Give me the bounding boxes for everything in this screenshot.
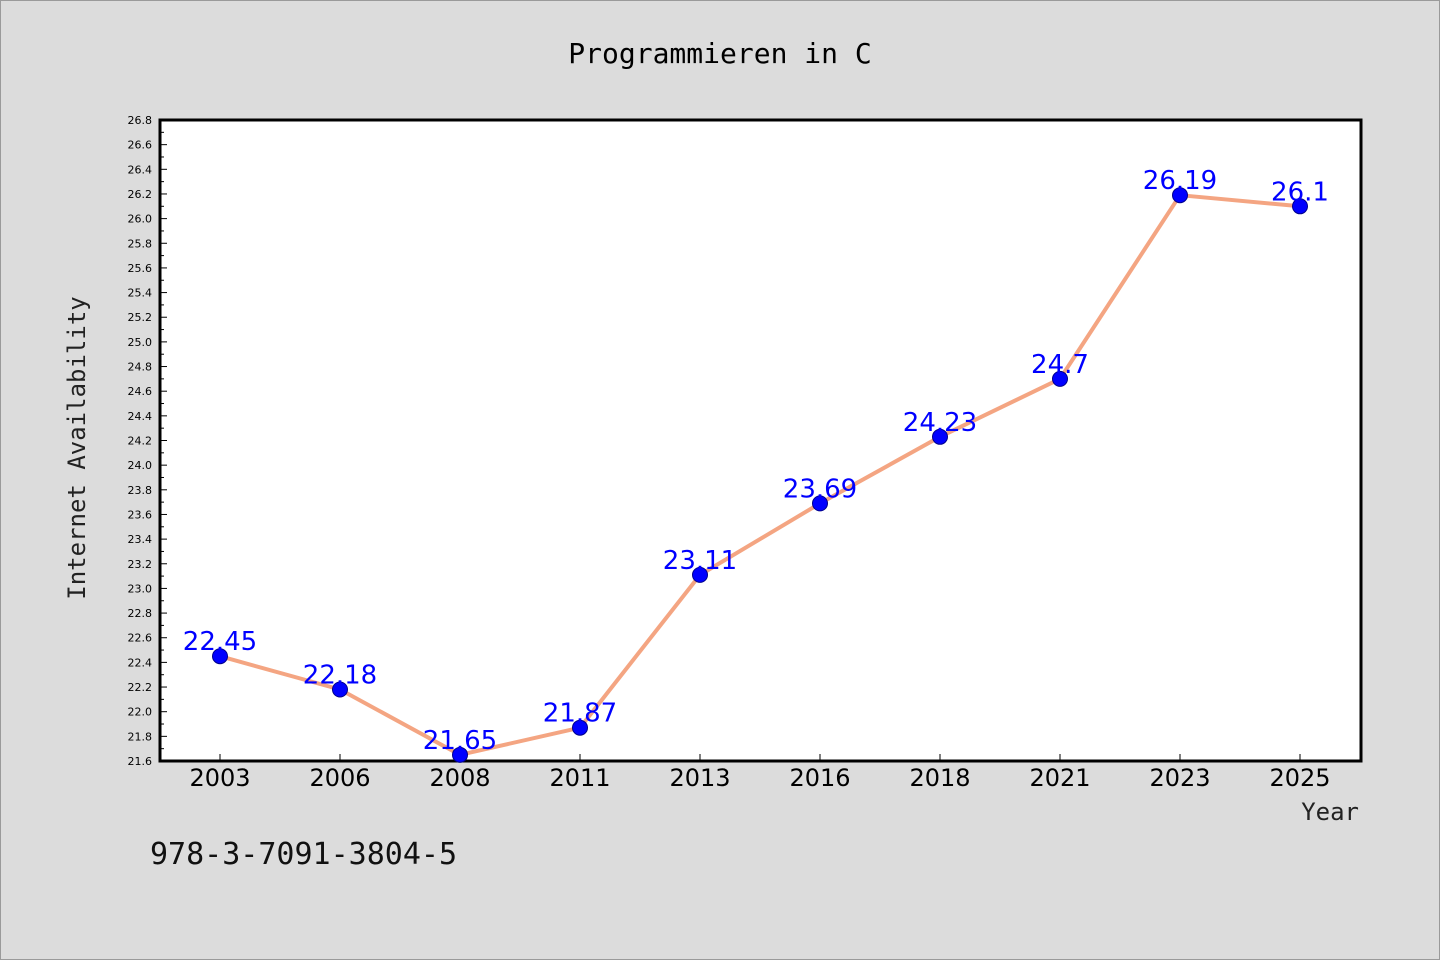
- y-tick-label: 24.8: [128, 361, 153, 374]
- data-label: 26.19: [1143, 166, 1217, 196]
- y-tick-label: 26.8: [128, 114, 153, 127]
- x-axis: 2003 2006 2008 2011 2013 2016 2018 2021 2023 2025: [189, 754, 1331, 792]
- chart-title: Programmieren in C: [568, 37, 871, 70]
- series-group: [212, 187, 1308, 763]
- data-point: [1172, 187, 1188, 204]
- y-tick-label: 23.4: [128, 533, 153, 546]
- y-tick-label: 25.4: [128, 287, 153, 300]
- y-tick-label: 21.8: [128, 730, 153, 743]
- y-tick-label: 25.0: [128, 336, 153, 349]
- y-tick-label: 21.6: [128, 755, 153, 768]
- y-tick-label: 23.2: [128, 558, 153, 571]
- y-tick-label: 23.0: [128, 582, 153, 595]
- y-tick-label: 26.2: [128, 188, 153, 201]
- y-tick-label: 22.8: [128, 607, 153, 620]
- isbn-annotation: 978-3-7091-3804-5: [150, 837, 457, 872]
- x-tick-label: 2006: [309, 764, 370, 792]
- data-point: [1052, 370, 1068, 387]
- x-tick-label: 2016: [789, 764, 850, 792]
- data-label: 24.23: [903, 408, 977, 438]
- x-tick-label: 2025: [1269, 764, 1330, 792]
- y-tick-label: 26.0: [128, 213, 153, 226]
- data-label: 23.11: [663, 546, 737, 576]
- data-point: [212, 648, 228, 665]
- y-tick-label: 22.4: [128, 656, 153, 669]
- x-axis-label: Year: [1301, 798, 1359, 826]
- x-tick-label: 2018: [909, 764, 970, 792]
- y-axis-label: Internet Availability: [63, 296, 91, 599]
- data-point: [332, 681, 348, 698]
- series-line: [218, 193, 1302, 757]
- data-label: 26.1: [1271, 177, 1329, 207]
- y-tick-label: 26.6: [128, 139, 153, 152]
- y-tick-label: 26.4: [128, 163, 153, 176]
- x-tick-label: 2021: [1029, 764, 1090, 792]
- y-tick-label: 25.8: [128, 237, 153, 250]
- data-labels: 22.45 22.18 21.65 21.87 23.11 23.69 24.23 24.7 2…: [183, 166, 1329, 756]
- y-tick-label: 24.6: [128, 385, 153, 398]
- data-point: [692, 566, 708, 583]
- x-tick-label: 2013: [669, 764, 730, 792]
- y-tick-label: 23.6: [128, 508, 153, 521]
- y-tick-label: 24.0: [128, 459, 153, 472]
- y-tick-label: 25.2: [128, 311, 153, 324]
- y-tick-label: 22.2: [128, 681, 153, 694]
- y-tick-label: 22.0: [128, 706, 153, 719]
- x-tick-label: 2011: [549, 764, 610, 792]
- y-tick-label: 24.2: [128, 435, 153, 448]
- data-label: 21.65: [423, 726, 497, 756]
- y-axis: 21.6 21.8 22.0 22.2 22.4 22.6 22.8 23.0 23.2 23.4…: [128, 114, 167, 768]
- y-tick-label: 24.4: [128, 410, 153, 423]
- x-tick-label: 2008: [429, 764, 490, 792]
- data-label: 22.18: [303, 661, 377, 691]
- data-label: 24.7: [1031, 350, 1089, 380]
- data-label: 22.45: [183, 627, 257, 657]
- x-tick-label: 2023: [1149, 764, 1210, 792]
- data-point: [812, 495, 828, 512]
- y-tick-label: 22.6: [128, 632, 153, 645]
- y-tick-label: 23.8: [128, 484, 153, 497]
- y-tick-label: 25.6: [128, 262, 153, 275]
- data-point: [572, 719, 588, 736]
- data-point: [452, 746, 468, 763]
- data-point: [932, 428, 948, 445]
- data-label: 21.87: [543, 699, 617, 729]
- data-label: 23.69: [783, 474, 857, 504]
- x-tick-label: 2003: [189, 764, 250, 792]
- data-point: [1292, 198, 1308, 215]
